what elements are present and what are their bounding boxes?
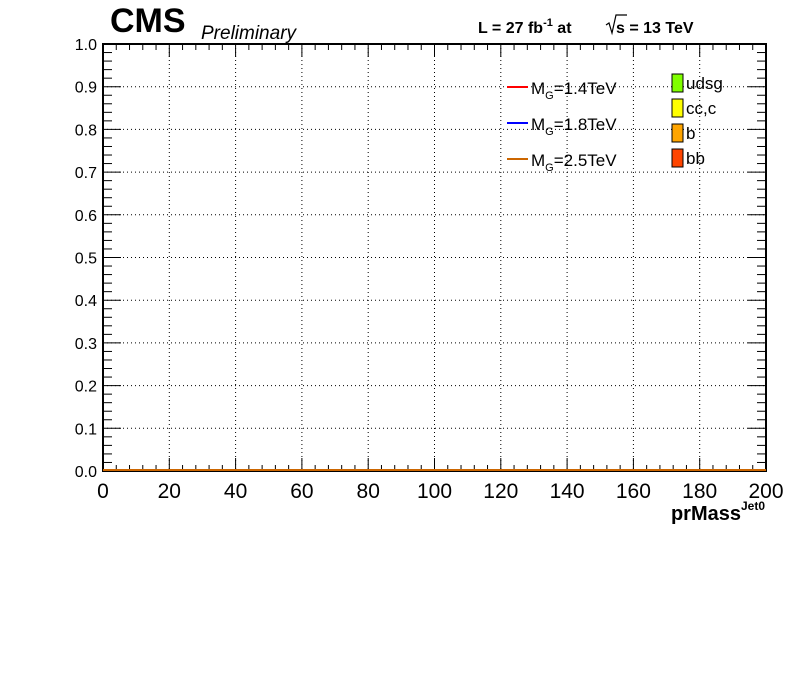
x-tick-label: 120	[483, 480, 518, 503]
legend-fill-swatch	[671, 98, 684, 118]
y-tick-label: 0.8	[75, 122, 97, 139]
x-tick-labels: 0 20 40 60 80 100 120 140 160 180 200	[97, 480, 783, 503]
axis-ticks	[102, 43, 767, 472]
y-tick-labels: 0.0 0.1 0.2 0.3 0.4 0.5 0.6 0.7 0.8 0.9 1.0	[75, 37, 97, 481]
legend-line-label: MG=1.4TeV	[531, 79, 617, 102]
x-tick-label: 140	[550, 480, 585, 503]
y-tick-label: 0.4	[75, 293, 97, 310]
lumi-mid: at	[553, 20, 572, 37]
legend-fill-swatch	[671, 148, 684, 168]
y-tick-label: 0.1	[75, 421, 97, 438]
x-tick-label: 20	[158, 480, 181, 503]
x-tick-label: 200	[748, 480, 783, 503]
legend-fill-swatch	[671, 123, 684, 143]
legend-fill-label: bb	[686, 149, 705, 168]
legend-fill-label: cc,c	[686, 99, 717, 118]
x-axis-title-sup: Jet0	[741, 499, 765, 513]
y-tick-label: 0.5	[75, 251, 97, 268]
svg-text:L = 27 fb-1 at: L = 27 fb-1 at	[478, 17, 572, 37]
sqrt-s-symbol: s	[616, 20, 625, 37]
x-tick-label: 160	[616, 480, 651, 503]
x-axis-title-main: prMass	[671, 503, 741, 525]
y-tick-label: 0.9	[75, 80, 97, 97]
y-tick-label: 0.7	[75, 165, 97, 182]
legend-fill-swatch	[671, 73, 684, 93]
svg-text:s = 13 TeV: s = 13 TeV	[616, 20, 694, 37]
x-tick-label: 60	[290, 480, 313, 503]
y-tick-label: 0.3	[75, 336, 97, 353]
x-tick-label: 0	[97, 480, 109, 503]
y-tick-label: 0.6	[75, 208, 97, 225]
y-tick-label: 0.0	[75, 464, 97, 481]
line-legend: MG=1.4TeV MG=1.8TeV MG=2.5TeV	[507, 79, 617, 174]
luminosity-label: L = 27 fb-1 at s = 13 TeV	[478, 14, 694, 37]
x-tick-label: 80	[357, 480, 380, 503]
x-tick-label: 180	[682, 480, 717, 503]
legend-line-label: MG=1.8TeV	[531, 115, 617, 138]
preliminary-label: Preliminary	[201, 23, 298, 44]
legend-fill-label: b	[686, 124, 695, 143]
legend-line-label: MG=2.5TeV	[531, 151, 617, 174]
y-tick-label: 0.2	[75, 379, 97, 396]
sqrt-icon	[605, 14, 627, 36]
legend-fill-label: udsg	[686, 74, 723, 93]
lumi-prefix: L = 27 fb	[478, 20, 543, 37]
y-tick-label: 1.0	[75, 37, 97, 54]
cms-label: CMS	[110, 2, 186, 40]
lumi-exponent: -1	[543, 17, 553, 29]
x-axis-title: prMassJet0	[671, 499, 765, 525]
x-tick-label: 40	[224, 480, 247, 503]
grid	[103, 44, 766, 471]
x-tick-label: 100	[417, 480, 452, 503]
energy-label: = 13 TeV	[625, 20, 694, 37]
